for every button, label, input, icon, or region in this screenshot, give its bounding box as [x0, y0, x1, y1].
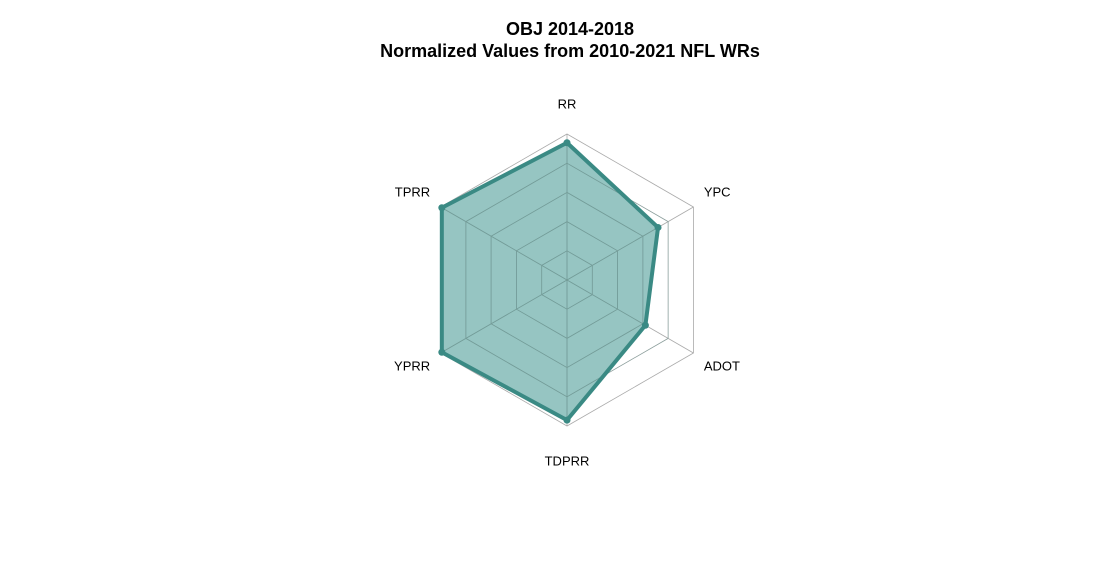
data-point-rr [563, 139, 571, 147]
data-point-tprr [438, 204, 446, 212]
data-point-tdprr [563, 416, 571, 424]
axis-labels: RR YPC ADOT TDPRR YPRR TPRR [394, 96, 740, 468]
inner-grid-spoke [441, 279, 568, 353]
series-area [441, 142, 659, 421]
axis-label-adot: ADOT [704, 358, 740, 373]
data-point-yprr [438, 348, 446, 356]
axis-label-rr: RR [558, 96, 577, 111]
axis-label-tprr: TPRR [395, 184, 430, 199]
chart-title: OBJ 2014-2018 Normalized Values from 201… [0, 18, 1097, 62]
radar-series [438, 139, 669, 424]
inner-grid-spoke [441, 207, 568, 281]
axis-label-ypc: YPC [704, 184, 731, 199]
inner-grid-spoke [566, 279, 646, 326]
axis-label-tdprr: TDPRR [545, 453, 590, 468]
data-point-ypc [654, 223, 662, 231]
chart-title-line: OBJ 2014-2018 [505, 19, 635, 39]
inner-grid-spoke [566, 227, 659, 281]
axis-label-yprr: YPRR [394, 358, 430, 373]
chart-subtitle-line: Normalized Values from 2010-2021 NFL WRs [380, 41, 760, 61]
data-point-adot [641, 321, 649, 329]
